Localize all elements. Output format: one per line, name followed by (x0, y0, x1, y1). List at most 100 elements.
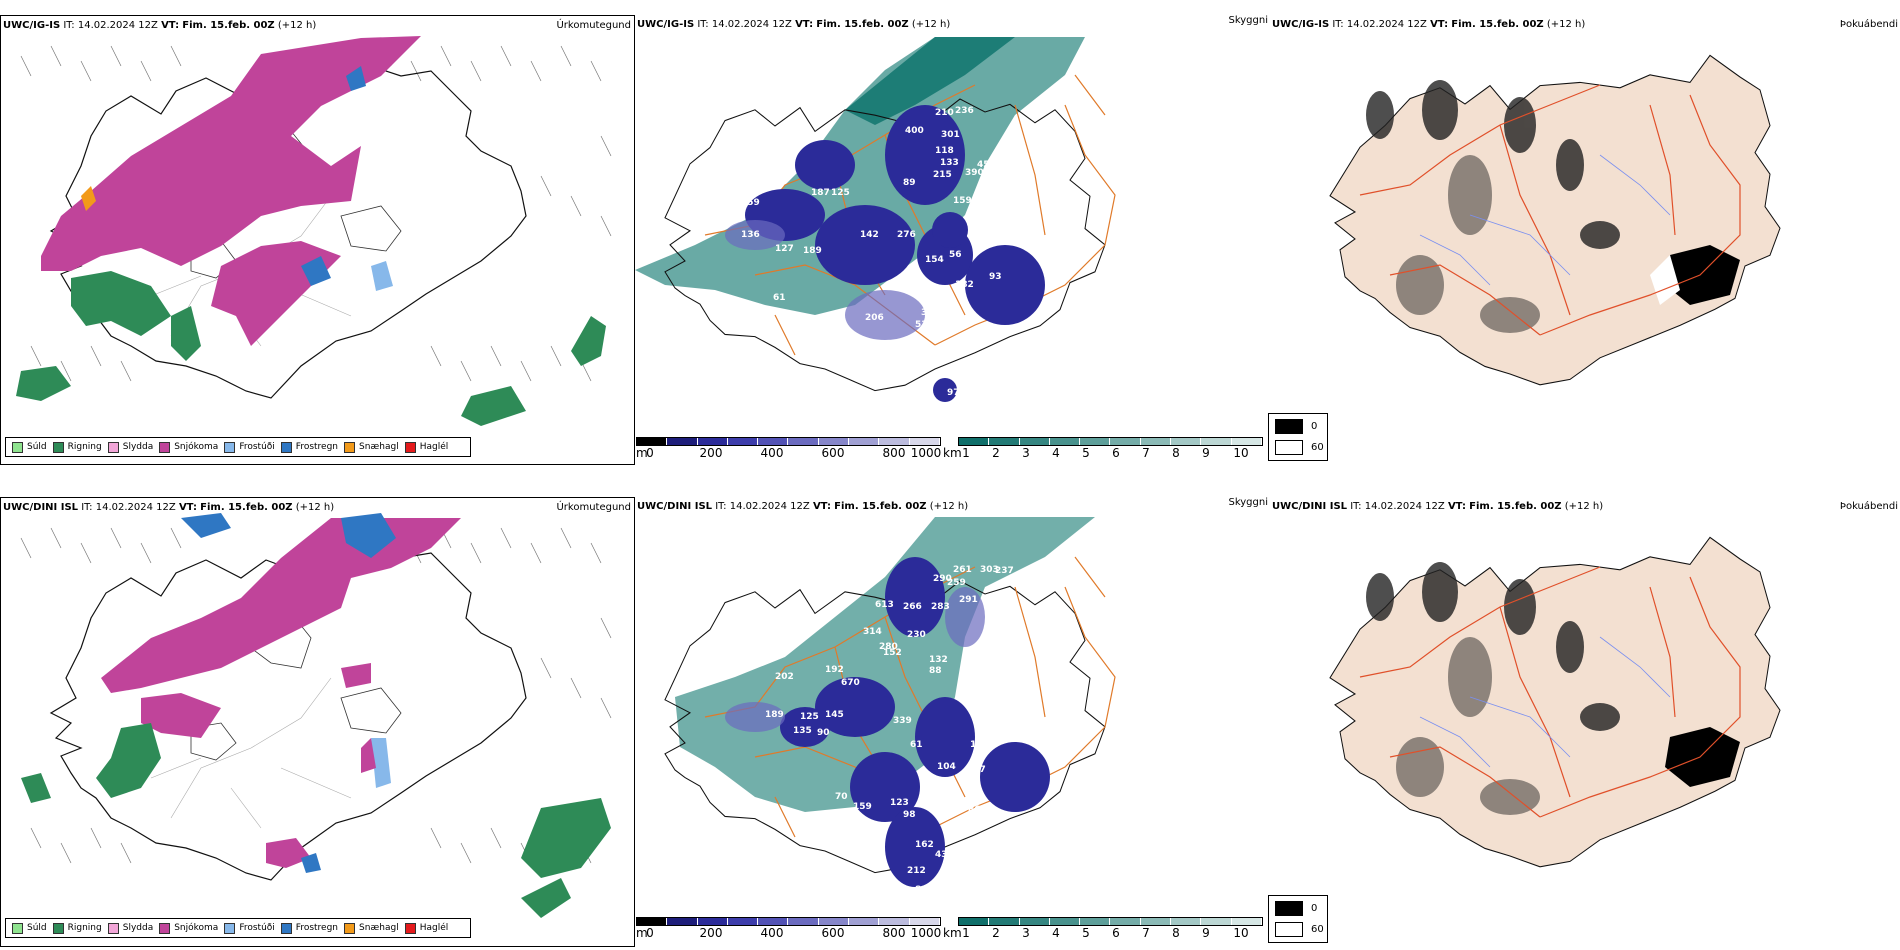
panel-title-fog: Þokuábendi (1839, 501, 1898, 512)
tick-label: 10 (1233, 446, 1249, 460)
legend-swatch (344, 441, 356, 453)
tick-label: 8 (1172, 926, 1180, 940)
fog-panel-bottom: UWC/DINI ISL IT: 14.02.2024 12Z VT: Fim.… (1270, 497, 1900, 947)
legend-item-sleet: Slydda (107, 441, 153, 453)
cloud-base-value-label: 93 (989, 272, 1002, 282)
cloud-base-value-label: 61 (773, 293, 786, 303)
legend-item-snow: Snjókoma (159, 441, 218, 453)
visibility-color-boxes (958, 437, 1263, 446)
cloud-base-value-label: 88 (936, 892, 949, 902)
cloud-base-value-label: 189 (765, 710, 784, 720)
cloud-base-value-label: 215 (933, 170, 952, 180)
fog-map-top (1329, 54, 1781, 386)
visibility-unit: km (943, 926, 962, 940)
precip-type-panel-top: UWC/IG-IS IT: 14.02.2024 12Z VT: Fim. 15… (0, 15, 635, 465)
tick-label: 800 (882, 446, 906, 460)
cloud-base-value-label: 189 (803, 246, 822, 256)
cloud-base-value-label: 182 (955, 280, 974, 290)
cloud-base-unit: m (636, 926, 648, 940)
visibility-unit: km (943, 446, 962, 460)
panel-title-precip-type: Úrkomutegund (556, 20, 631, 31)
tick-label: 800 (882, 926, 906, 940)
tick-label: 3 (1022, 446, 1030, 460)
tick-label: 7 (1142, 926, 1150, 940)
cloud-base-color-boxes (636, 437, 941, 446)
cloud-base-colorbar-top: 0 200 400 600 800 1000 (636, 437, 941, 460)
cloud-base-value-label: 98 (903, 810, 916, 820)
legend-item-snow-pellets: Snæhagl (344, 441, 399, 453)
cloud-base-value-label: 88 (915, 885, 928, 895)
legend-item-snow: Snjókoma (159, 922, 218, 934)
cloud-base-value-label: 314 (863, 627, 882, 637)
tick-label: 400 (760, 926, 784, 940)
cloud-base-value-label: 159 (953, 196, 972, 206)
visibility-colorbar-bottom: 1 2 3 4 5 6 7 8 9 10 (958, 917, 1263, 940)
tick-label: 4 (1052, 446, 1060, 460)
cloud-base-value-label: 109 (970, 740, 989, 750)
cloud-base-value-label: 237 (995, 566, 1014, 576)
cloud-base-value-label: 381 (921, 308, 940, 318)
legend-swatch (159, 922, 171, 934)
legend-item-freezing-drizzle: Frostúði (224, 441, 275, 453)
cloud-base-value-label: 125 (831, 188, 850, 198)
tick-label: 3 (1022, 926, 1030, 940)
panel-title-fog: Þokuábendi (1839, 19, 1898, 30)
panel-title-cloud: Skyggni (1228, 15, 1268, 26)
cloud-base-value-label: 159 (741, 198, 760, 208)
cloud-base-value-label: 290 (933, 574, 952, 584)
cloud-base-value-label: 266 (903, 602, 922, 612)
cloud-base-value-label: 104 (937, 762, 956, 772)
fog-panel-top: UWC/IG-IS IT: 14.02.2024 12Z VT: Fim. 15… (1270, 15, 1900, 465)
cloud-base-value-label: 162 (915, 840, 934, 850)
cloud-base-value-label: 135 (793, 726, 812, 736)
legend-swatch (107, 441, 119, 453)
tick-label: 1 (962, 926, 970, 940)
cloud-base-value-label: 61 (910, 740, 923, 750)
cloud-base-value-label: 280 (879, 642, 898, 652)
cloud-base-value-label: 89 (903, 178, 916, 188)
tick-label: 0 (646, 926, 654, 940)
fog-swatch-white (1275, 440, 1303, 455)
cloud-base-value-label: 86 (968, 805, 981, 815)
tick-label: 4 (1052, 926, 1060, 940)
legend-swatch (12, 441, 23, 453)
legend-swatch (404, 441, 416, 453)
panel-header: UWC/DINI ISL IT: 14.02.2024 12Z VT: Fim.… (3, 502, 335, 513)
cloud-base-value-label: 142 (860, 230, 879, 240)
cloud-panel-bottom: 261 303 237 290 259 613 266 283 291 314 280 230 152 1… (635, 497, 1270, 947)
cloud-base-value-label: 339 (893, 716, 912, 726)
cloud-base-value-label: 127 (775, 244, 794, 254)
cloud-base-value-label: 132 (929, 655, 948, 665)
legend-item-rain: Rigning (52, 441, 102, 453)
fog-swatch-white (1275, 922, 1303, 937)
cloud-base-value-label: 210 (935, 108, 954, 118)
tick-label: 2 (992, 446, 1000, 460)
precip-type-legend: Súld Rigning Slydda Snjókoma Frostúði Fr… (5, 437, 471, 457)
cloud-base-value-label: 382 (945, 314, 964, 324)
legend-item-sudd: Súld (12, 922, 47, 934)
tick-label: 600 (821, 926, 845, 940)
legend-item-freezing-rain: Frostregn (280, 922, 338, 934)
cloud-base-value-label: 133 (940, 158, 959, 168)
cloud-base-value-label: 613 (875, 600, 894, 610)
legend-item-freezing-drizzle: Frostúði (224, 922, 275, 934)
cloud-base-value-label: 90 (817, 728, 830, 738)
fog-swatch-black (1275, 419, 1303, 434)
tick-label: 6 (1112, 926, 1120, 940)
legend-item-sudd: Súld (12, 441, 47, 453)
cloud-base-value-label: 212 (907, 866, 926, 876)
cloud-base-value-label: 107 (967, 765, 986, 775)
precip-type-map-bottom (20, 513, 612, 918)
cloud-base-value-label: 56 (949, 250, 962, 260)
legend-swatch (404, 922, 416, 934)
panel-header: UWC/IG-IS IT: 14.02.2024 12Z VT: Fim. 15… (1272, 19, 1586, 30)
tick-label: 10 (1233, 926, 1249, 940)
cloud-base-value-label: 408 (985, 183, 1004, 193)
cloud-base-value-label: 187 (811, 188, 830, 198)
legend-swatch (52, 441, 64, 453)
fog-map-bottom (1329, 536, 1781, 868)
cloud-base-value-label: 438 (935, 850, 954, 860)
tick-label: 0 (646, 446, 654, 460)
